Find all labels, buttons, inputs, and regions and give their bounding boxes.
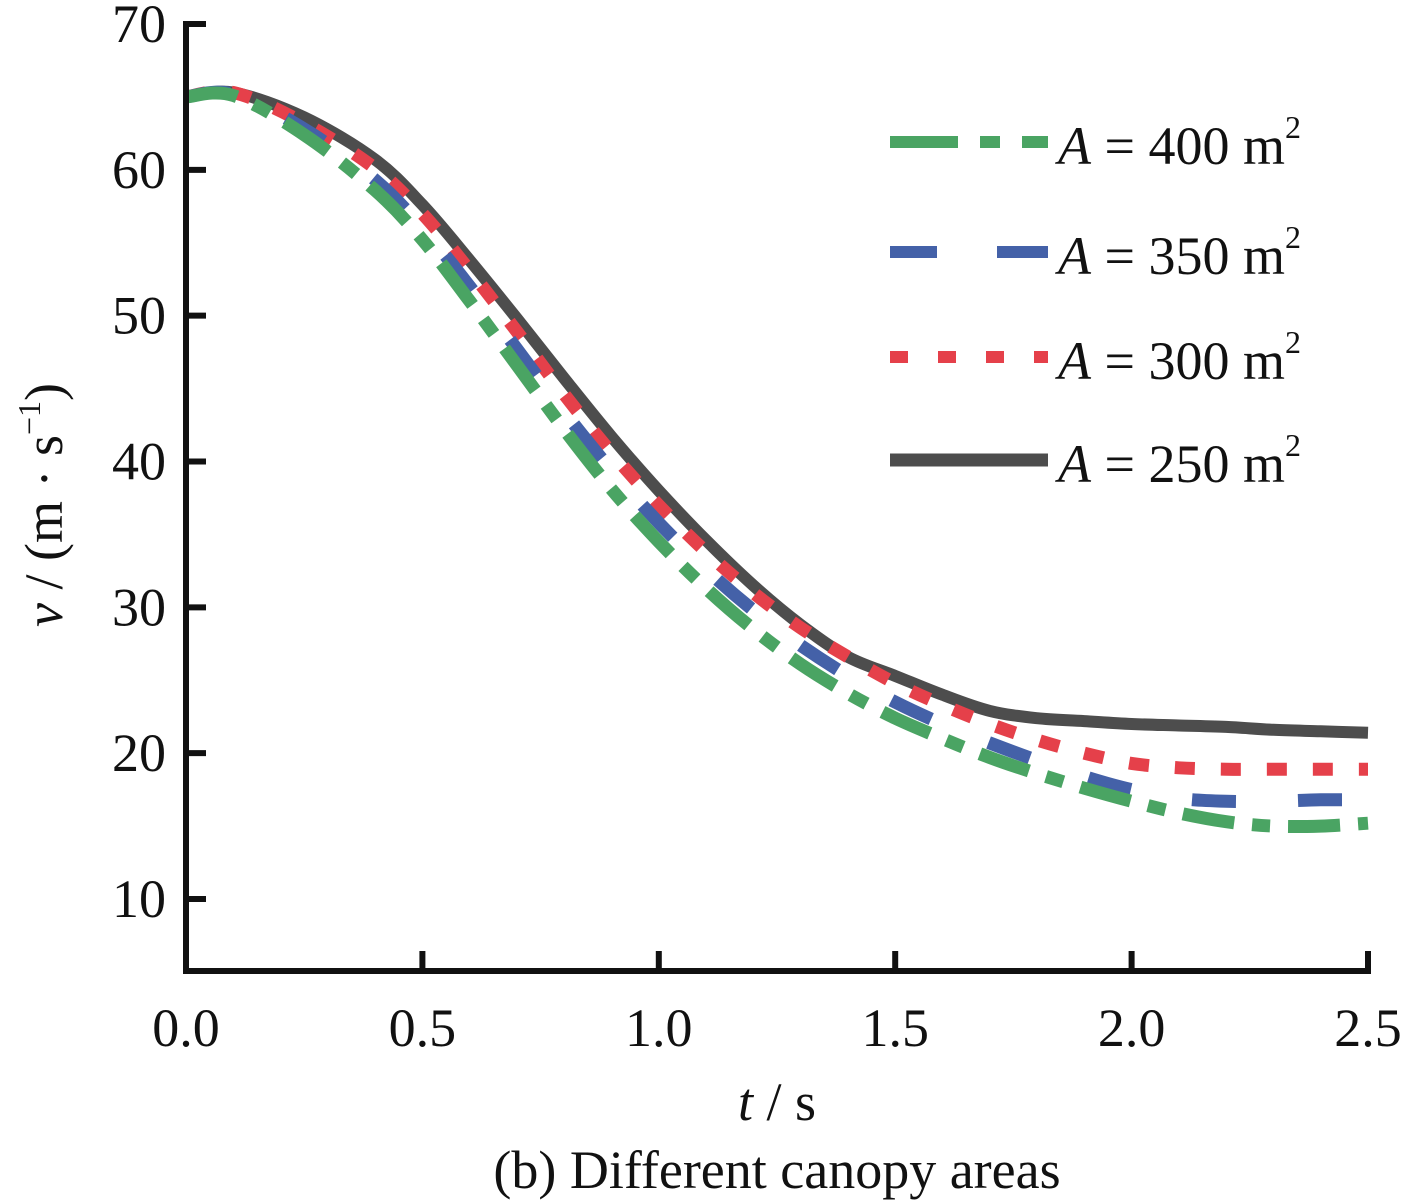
y-axis-unit-exp: −1 xyxy=(11,401,47,435)
legend-eq: = 250 m xyxy=(1091,434,1285,494)
legend-item: A = 350 m2 xyxy=(890,219,1301,286)
figure-caption: (b) Different canopy areas xyxy=(493,1140,1060,1200)
x-ticks: 0.0 0.5 1.0 1.5 2.0 2.5 xyxy=(152,951,1402,1058)
y-axis-var: v xyxy=(14,603,74,627)
x-axis-unit: / s xyxy=(753,1072,816,1132)
y-axis-title: v / (m · s−1) xyxy=(11,383,74,627)
x-tick-label: 2.5 xyxy=(1334,998,1402,1058)
x-tick-label: 0.0 xyxy=(152,998,220,1058)
y-axis-unit-close: ) xyxy=(14,383,74,401)
legend-label: A = 250 m2 xyxy=(1055,427,1301,494)
x-tick-label: 1.0 xyxy=(625,998,693,1058)
legend-label: A = 350 m2 xyxy=(1055,219,1301,286)
x-axis-title: t / s xyxy=(738,1072,816,1132)
legend-eq: = 400 m xyxy=(1091,116,1285,176)
y-tick-label: 60 xyxy=(112,140,166,200)
legend-exp: 2 xyxy=(1285,324,1301,360)
legend-var: A xyxy=(1055,434,1092,494)
legend-label: A = 400 m2 xyxy=(1055,109,1301,176)
y-tick-label: 50 xyxy=(112,286,166,346)
y-tick-label: 30 xyxy=(112,577,166,637)
legend-label: A = 300 m2 xyxy=(1055,324,1301,391)
x-tick-label: 1.5 xyxy=(861,998,929,1058)
legend-var: A xyxy=(1055,226,1092,286)
y-tick-label: 70 xyxy=(112,0,166,54)
y-tick-label: 20 xyxy=(112,723,166,783)
y-tick-label: 10 xyxy=(112,869,166,929)
legend-item: A = 250 m2 xyxy=(890,427,1301,494)
y-tick-label: 40 xyxy=(112,432,166,492)
legend: A = 400 m2A = 350 m2A = 300 m2A = 250 m2 xyxy=(890,109,1301,494)
y-ticks: 10 20 30 40 50 60 70 xyxy=(112,0,206,929)
legend-item: A = 400 m2 xyxy=(890,109,1301,176)
series-line-300 xyxy=(186,91,1368,769)
legend-exp: 2 xyxy=(1285,109,1301,145)
x-tick-label: 2.0 xyxy=(1098,998,1166,1058)
legend-eq: = 350 m xyxy=(1091,226,1285,286)
legend-var: A xyxy=(1055,331,1092,391)
legend-exp: 2 xyxy=(1285,219,1301,255)
legend-var: A xyxy=(1055,116,1092,176)
legend-eq: = 300 m xyxy=(1091,331,1285,391)
legend-item: A = 300 m2 xyxy=(890,324,1301,391)
series-line-250 xyxy=(186,92,1368,733)
legend-exp: 2 xyxy=(1285,427,1301,463)
y-axis-unit: / (m · s xyxy=(14,435,74,603)
x-tick-label: 0.5 xyxy=(389,998,457,1058)
